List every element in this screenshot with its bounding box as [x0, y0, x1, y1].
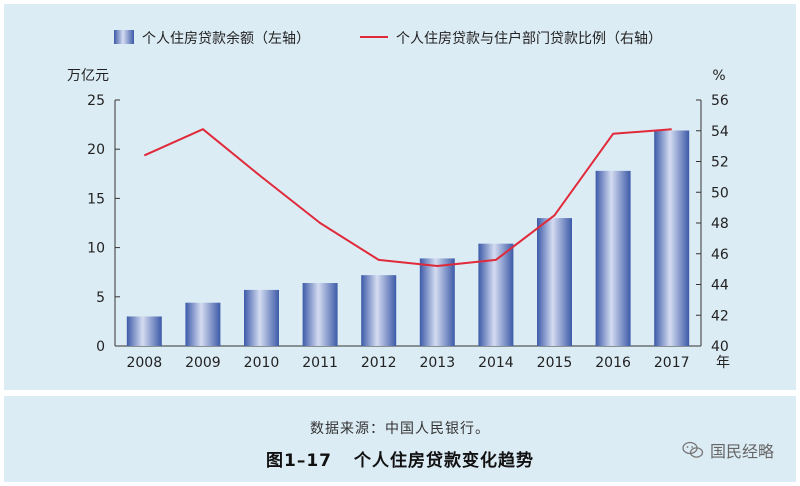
bar-2010	[244, 289, 279, 346]
right-axis-unit: %	[712, 68, 725, 84]
caption-panel: 数据来源：中国人民银行。 图1–17 个人住房贷款变化趋势 国民经略	[4, 396, 796, 482]
right-tick-label: 40	[711, 339, 729, 355]
chart: 个人住房贷款余额（左轴） 个人住房贷款与住户部门贷款比例（右轴） 万亿元 % 年…	[67, 30, 730, 371]
legend-line-label: 个人住房贷款与住户部门贷款比例（右轴）	[396, 30, 662, 47]
right-axis-ticks: 40 42 44 46 48 50 52 54 56	[696, 93, 729, 355]
left-tick-label: 0	[96, 339, 105, 355]
x-tick-label: 2011	[302, 355, 338, 371]
x-tick-label: 2010	[244, 355, 280, 371]
right-tick-label: 48	[711, 216, 729, 232]
data-source-note: 数据来源：中国人民银行。	[310, 421, 490, 437]
figure-number: 图1–17	[266, 451, 332, 471]
right-tick-label: 42	[711, 308, 729, 324]
x-tick-label: 2015	[537, 355, 573, 371]
x-tick-label: 2016	[595, 355, 631, 371]
line-series	[143, 128, 672, 267]
x-axis-unit: 年	[716, 355, 730, 371]
legend-bar-label: 个人住房贷款余额（左轴）	[142, 30, 310, 47]
right-tick-label: 50	[711, 185, 729, 201]
left-tick-label: 20	[87, 142, 105, 158]
bar-2013	[419, 258, 455, 346]
bar-2008	[126, 316, 162, 346]
watermark: 国民经略	[682, 438, 774, 462]
x-tick-label: 2017	[654, 355, 690, 371]
legend: 个人住房贷款余额（左轴） 个人住房贷款与住户部门贷款比例（右轴）	[114, 30, 662, 47]
right-tick-label: 56	[711, 93, 729, 109]
left-tick-label: 25	[87, 93, 105, 109]
x-tick-label: 2009	[185, 355, 221, 371]
ratio-line	[143, 128, 672, 267]
left-tick-label: 5	[96, 290, 105, 306]
legend-bar-swatch	[114, 30, 134, 44]
left-axis-unit: 万亿元	[67, 68, 109, 84]
left-tick-label: 10	[87, 241, 105, 257]
bar-2016	[595, 170, 631, 346]
right-tick-label: 44	[711, 278, 729, 294]
bar-2011	[302, 283, 338, 346]
bar-2012	[361, 275, 397, 346]
chart-panel: 个人住房贷款余额（左轴） 个人住房贷款与住户部门贷款比例（右轴） 万亿元 % 年…	[4, 4, 796, 390]
x-axis-ticks: 2008 2009 2010 2011 2012 2013 2014 2015 2016 2017	[126, 355, 689, 371]
bar-2009	[185, 302, 221, 346]
right-tick-label: 52	[711, 155, 729, 171]
right-tick-label: 46	[711, 247, 729, 263]
watermark-text: 国民经略	[709, 442, 774, 461]
figure-title: 图1–17 个人住房贷款变化趋势	[4, 446, 796, 471]
x-tick-label: 2013	[419, 355, 455, 371]
x-tick-label: 2008	[126, 355, 162, 371]
right-tick-label: 54	[711, 124, 729, 140]
bar-series	[126, 130, 690, 346]
wechat-icon	[682, 441, 704, 458]
x-tick-label: 2014	[478, 355, 514, 371]
x-tick-label: 2012	[361, 355, 397, 371]
left-axis-ticks: 0 5 10 15 20 25	[87, 93, 120, 355]
left-tick-label: 15	[87, 191, 105, 207]
bar-2015	[537, 218, 572, 346]
figure-title-text: 个人住房贷款变化趋势	[354, 451, 534, 471]
bar-2017	[654, 130, 690, 346]
